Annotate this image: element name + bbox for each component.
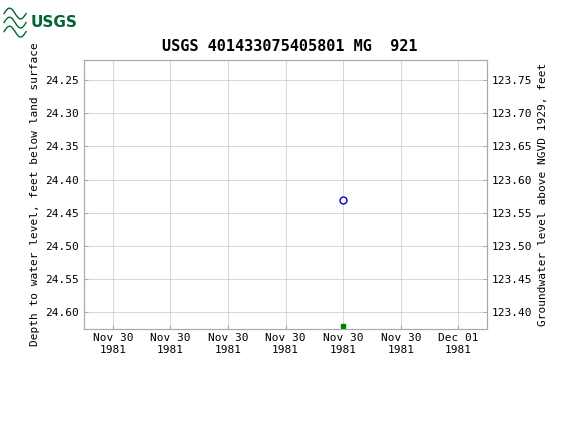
Y-axis label: Groundwater level above NGVD 1929, feet: Groundwater level above NGVD 1929, feet [538, 63, 548, 326]
Bar [3, 2, 61, 43]
Legend: Period of approved data: Period of approved data [180, 427, 392, 430]
Text: USGS: USGS [30, 15, 77, 30]
Y-axis label: Depth to water level, feet below land surface: Depth to water level, feet below land su… [30, 43, 40, 347]
Text: USGS 401433075405801 MG  921: USGS 401433075405801 MG 921 [162, 39, 418, 54]
